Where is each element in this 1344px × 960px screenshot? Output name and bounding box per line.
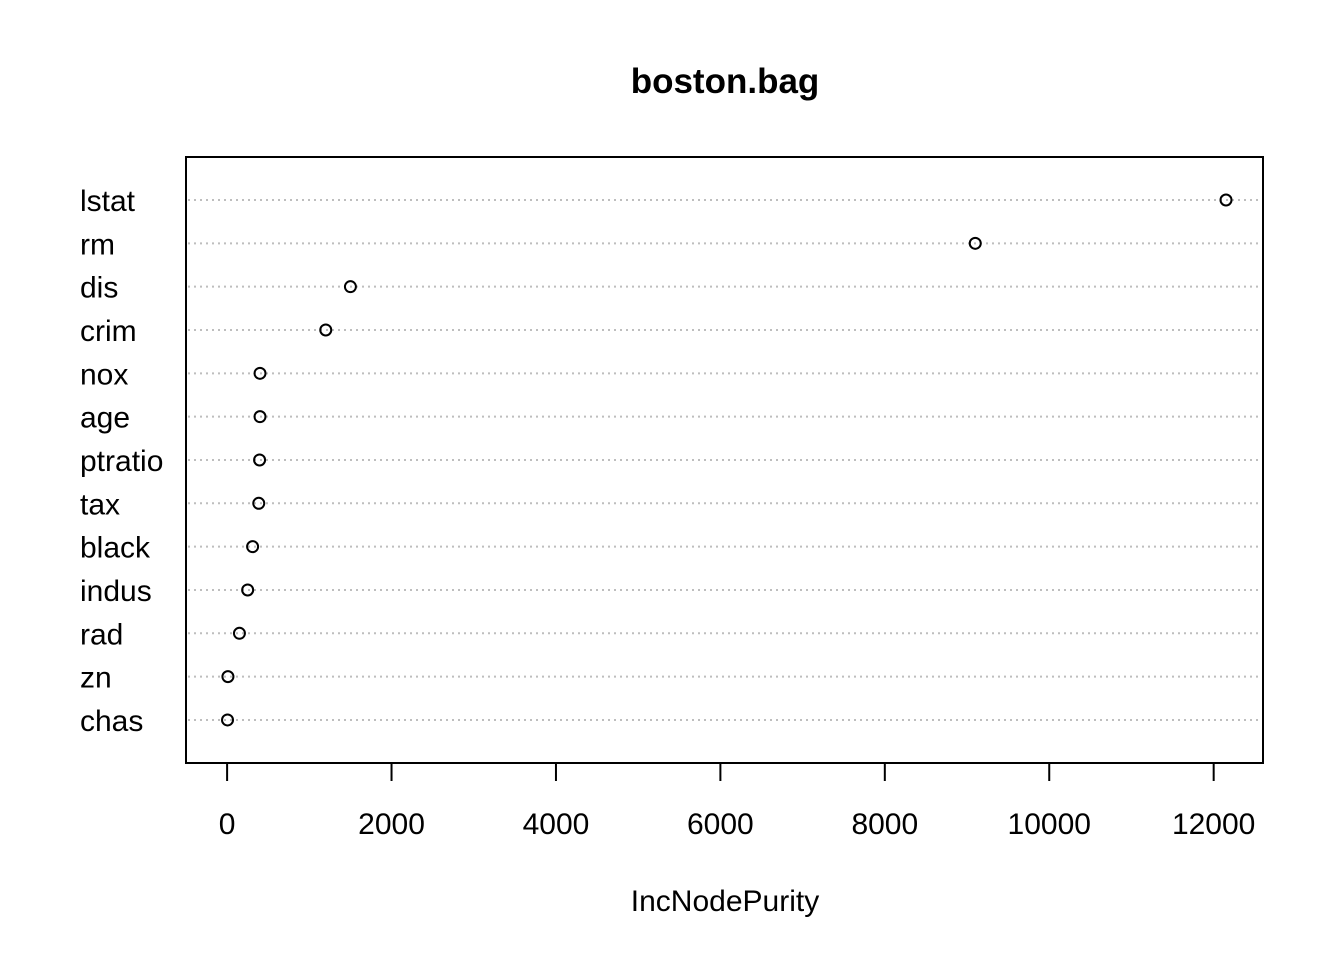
- category-label-age: age: [80, 402, 130, 435]
- category-label-black: black: [80, 532, 151, 565]
- x-tick-label-10000: 10000: [1008, 808, 1091, 841]
- point-black: [246, 540, 260, 554]
- x-tick-label-6000: 6000: [687, 808, 754, 841]
- point-rm: [968, 236, 982, 250]
- x-tick-label-12000: 12000: [1172, 808, 1255, 841]
- category-label-nox: nox: [80, 358, 128, 391]
- category-label-rm: rm: [80, 228, 115, 261]
- category-label-rad: rad: [80, 618, 123, 651]
- category-label-tax: tax: [80, 488, 120, 521]
- category-label-zn: zn: [80, 662, 112, 695]
- category-labels: lstat rm dis crim nox age ptratio tax black indus…: [80, 185, 163, 738]
- category-label-dis: dis: [80, 272, 118, 305]
- x-axis: 0 2000 4000 6000 8000 10000 12000: [219, 762, 1255, 841]
- category-label-ptratio: ptratio: [80, 445, 163, 478]
- x-axis-title: IncNodePurity: [631, 885, 819, 918]
- point-dis: [343, 280, 357, 294]
- category-label-lstat: lstat: [80, 185, 136, 218]
- point-tax: [252, 496, 266, 510]
- point-rad: [232, 626, 246, 640]
- data-points: [221, 193, 1233, 727]
- grid-lines: [188, 199, 1261, 721]
- category-label-chas: chas: [80, 705, 143, 738]
- x-tick-label-0: 0: [219, 808, 236, 841]
- point-crim: [319, 323, 333, 337]
- point-chas: [221, 713, 235, 727]
- point-lstat: [1219, 193, 1233, 207]
- point-zn: [221, 670, 235, 684]
- point-indus: [241, 583, 255, 597]
- x-tick-label-4000: 4000: [523, 808, 590, 841]
- category-label-indus: indus: [80, 575, 152, 608]
- x-tick-label-2000: 2000: [358, 808, 425, 841]
- x-tick-label-8000: 8000: [851, 808, 918, 841]
- point-nox: [253, 366, 267, 380]
- point-ptratio: [253, 453, 267, 467]
- category-label-crim: crim: [80, 315, 137, 348]
- point-age: [253, 410, 267, 424]
- chart-title: boston.bag: [631, 62, 820, 101]
